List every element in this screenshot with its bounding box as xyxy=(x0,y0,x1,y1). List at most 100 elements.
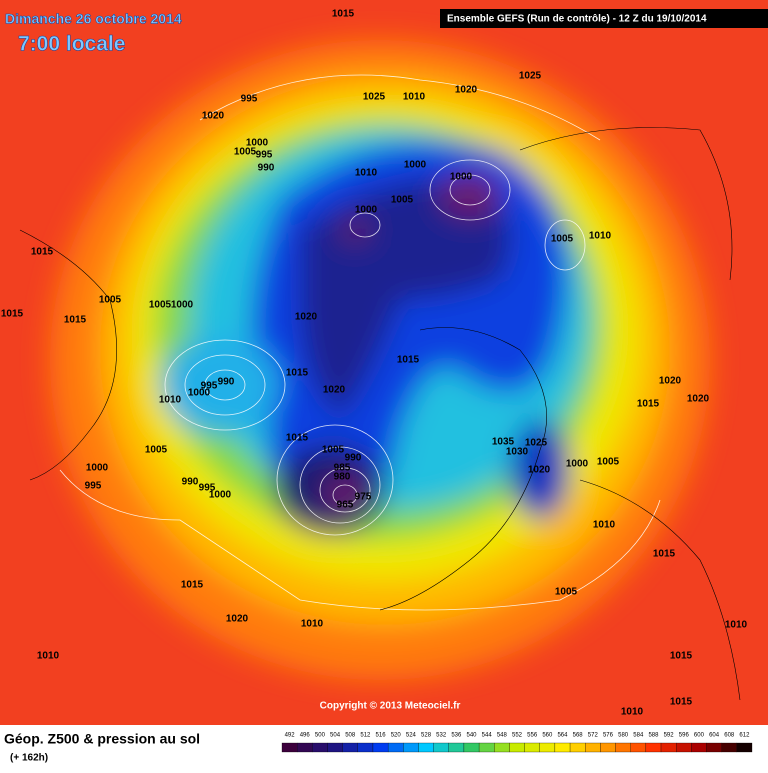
legend-label: 564 xyxy=(557,733,568,739)
legend-label: 536 xyxy=(451,733,462,739)
isobar-label: 1010 xyxy=(159,395,182,406)
legend-swatch xyxy=(539,742,556,753)
footer-title: Géop. Z500 & pression au sol xyxy=(4,731,200,747)
isobar-label: 990 xyxy=(182,477,199,488)
header-box xyxy=(440,9,768,28)
isobar-label: 1005 xyxy=(322,445,345,456)
isobar-label: 1005 xyxy=(597,457,620,468)
legend-swatch xyxy=(478,742,495,753)
isobar-label: 1020 xyxy=(323,385,346,396)
legend-label: 576 xyxy=(603,733,614,739)
legend-swatch xyxy=(297,742,313,753)
isobar-label: 995 xyxy=(241,94,258,105)
legend-swatch xyxy=(645,742,662,753)
isobar-label: 1000 xyxy=(450,172,473,183)
legend-label: 540 xyxy=(467,733,478,739)
isobar-label: 1020 xyxy=(455,85,478,96)
legend-label: 500 xyxy=(315,733,326,739)
legend-swatch xyxy=(281,742,298,753)
legend-swatch xyxy=(327,742,343,753)
isobar-label: 1020 xyxy=(226,614,249,625)
legend-swatch xyxy=(312,742,328,753)
legend-swatch xyxy=(630,742,647,753)
legend-label: 608 xyxy=(724,733,735,739)
legend-swatch xyxy=(418,742,434,753)
legend-label: 612 xyxy=(739,733,750,739)
legend-label: 584 xyxy=(633,733,644,739)
isobar-label: 1015 xyxy=(1,309,24,320)
legend-swatch xyxy=(494,742,510,753)
isobar-label: 1015 xyxy=(637,399,660,410)
model-run: Ensemble GEFS (Run de contrôle) - 12 Z d… xyxy=(447,14,707,25)
legend-swatch xyxy=(524,742,540,753)
isobar-label: 1015 xyxy=(332,9,355,20)
legend-swatch xyxy=(357,742,374,753)
legend-label: 560 xyxy=(542,733,553,739)
legend-label: 556 xyxy=(527,733,538,739)
isobar-label: 1020 xyxy=(687,394,710,405)
geopotential-field xyxy=(50,40,710,680)
legend-swatch xyxy=(387,742,404,753)
isobar-label: 985 xyxy=(334,463,351,474)
isobar-label: 995 xyxy=(256,150,273,161)
date: Dimanche 26 octobre 2014 xyxy=(5,11,182,27)
isobar-label: 980 xyxy=(334,472,351,483)
isobar-label: 1020 xyxy=(528,465,551,476)
isobar-label: 1015 xyxy=(181,580,204,591)
legend-swatch xyxy=(585,742,601,753)
legend-swatch xyxy=(676,742,692,753)
legend-swatch xyxy=(342,742,358,753)
legend-label: 524 xyxy=(406,733,417,739)
isobar-label: 1020 xyxy=(659,376,682,387)
legend-label: 600 xyxy=(694,733,705,739)
legend-label: 512 xyxy=(360,733,371,739)
legend-swatch xyxy=(569,742,586,753)
isobar-label: 1010 xyxy=(621,707,644,718)
legend-swatch xyxy=(706,742,722,753)
isobar-label: 995 xyxy=(201,381,218,392)
legend-label: 544 xyxy=(482,733,493,739)
legend-label: 568 xyxy=(573,733,584,739)
legend-label: 596 xyxy=(679,733,690,739)
legend-swatch xyxy=(691,742,707,753)
legend-swatch xyxy=(615,742,631,753)
isobar-label: 1010 xyxy=(593,520,616,531)
isobar-label: 1025 xyxy=(525,438,548,449)
isobar-label: 1020 xyxy=(202,111,225,122)
legend-label: 516 xyxy=(376,733,387,739)
legend-swatch xyxy=(463,742,480,753)
legend-swatch xyxy=(509,742,525,753)
copyright: Copyright © 2013 Meteociel.fr xyxy=(320,701,461,712)
legend-label: 580 xyxy=(618,733,629,739)
isobar-label: 1005 xyxy=(551,234,574,245)
isobar-label: 1035 xyxy=(492,437,515,448)
isobar-label: 1005 xyxy=(99,295,122,306)
isobar-label: 1015 xyxy=(670,697,693,708)
isobar-label: 1025 xyxy=(519,71,542,82)
legend-swatch xyxy=(721,742,737,753)
isobar-label: 1015 xyxy=(31,247,54,258)
isobar-label: 990 xyxy=(345,453,362,464)
isobar-label: 1010 xyxy=(37,651,60,662)
legend-swatch xyxy=(433,742,449,753)
legend-swatch xyxy=(372,742,389,753)
legend-label: 588 xyxy=(648,733,659,739)
isobar-label: 1010 xyxy=(355,168,378,179)
isobar-label: 1015 xyxy=(64,315,87,326)
isobar-label: 1000 xyxy=(209,490,232,501)
isobar-label: 1000 xyxy=(171,300,194,311)
legend-swatch xyxy=(403,742,419,753)
legend-label: 604 xyxy=(709,733,720,739)
isobar-label: 965 xyxy=(337,500,354,511)
isobar-label: 1010 xyxy=(403,92,426,103)
legend-swatch xyxy=(600,742,616,753)
isobar-label: 1000 xyxy=(246,138,269,149)
isobar-label: 1005 xyxy=(391,195,414,206)
isobar-label: 1030 xyxy=(506,447,529,458)
isobars xyxy=(59,74,661,611)
isobar-label: 1000 xyxy=(355,205,378,216)
isobar-label: 1015 xyxy=(286,433,309,444)
legend-label: 504 xyxy=(330,733,341,739)
time: 7:00 locale xyxy=(18,33,125,56)
isobar-label: 1015 xyxy=(397,355,420,366)
